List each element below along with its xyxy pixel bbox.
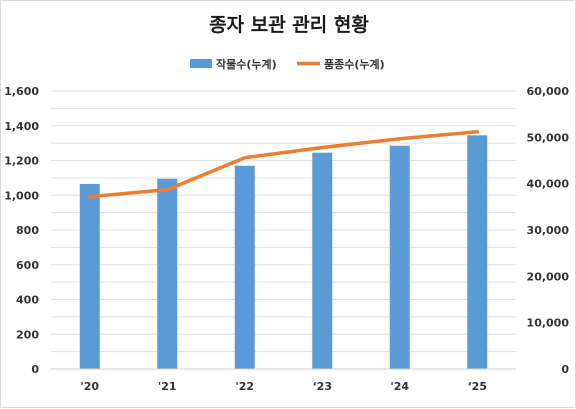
y-left-tick-label: 1,200 bbox=[4, 155, 39, 168]
legend-bar-label: 작물수(누계) bbox=[216, 57, 277, 71]
line-layer bbox=[88, 130, 480, 199]
bar bbox=[79, 183, 100, 369]
x-tick-label: '20 bbox=[80, 380, 99, 393]
bar bbox=[157, 178, 178, 369]
x-tick-label: '22 bbox=[235, 380, 254, 393]
legend-line-label: 품종수(누계) bbox=[324, 57, 385, 71]
y-right-tick-label: 20,000 bbox=[527, 270, 570, 283]
x-tick-label: ‘25 bbox=[468, 380, 488, 393]
bar bbox=[312, 152, 333, 369]
x-tick-label: '21 bbox=[158, 380, 177, 393]
y-left-tick-label: 400 bbox=[16, 294, 39, 307]
legend-bar-swatch bbox=[190, 59, 212, 68]
bar bbox=[467, 135, 488, 369]
y-left-tick-label: 1,600 bbox=[4, 85, 39, 98]
y-left-tick-label: 200 bbox=[16, 328, 39, 341]
legend: 작물수(누계) 품종수(누계) bbox=[190, 57, 385, 71]
grid-layer bbox=[51, 90, 516, 370]
y-right-tick-label: 30,000 bbox=[527, 224, 570, 237]
y-left-tick-label: 1,000 bbox=[4, 189, 39, 202]
y-right-tick-label: 0 bbox=[561, 363, 569, 376]
axis-layer: 0 200 400 600 800 1,000 1,200 1,400 1,600 0 10,000… bbox=[4, 85, 569, 393]
y-left-tick-label: 800 bbox=[16, 224, 39, 237]
y-left-tick-label: 1,400 bbox=[4, 120, 39, 133]
y-left-tick-label: 0 bbox=[31, 363, 39, 376]
x-tick-label: ‘23 bbox=[313, 380, 333, 393]
chart-title: 종자 보관 관리 현황 bbox=[209, 13, 369, 36]
y-left-tick-label: 600 bbox=[16, 259, 39, 272]
y-right-tick-label: 50,000 bbox=[527, 131, 570, 144]
series-line bbox=[88, 130, 480, 199]
bar bbox=[234, 165, 255, 369]
y-right-tick-label: 40,000 bbox=[527, 178, 570, 191]
bar-layer bbox=[79, 135, 488, 369]
bar bbox=[389, 145, 410, 369]
y-right-tick-label: 60,000 bbox=[527, 85, 570, 98]
x-tick-label: '24 bbox=[390, 380, 409, 393]
y-right-tick-label: 10,000 bbox=[527, 317, 570, 330]
